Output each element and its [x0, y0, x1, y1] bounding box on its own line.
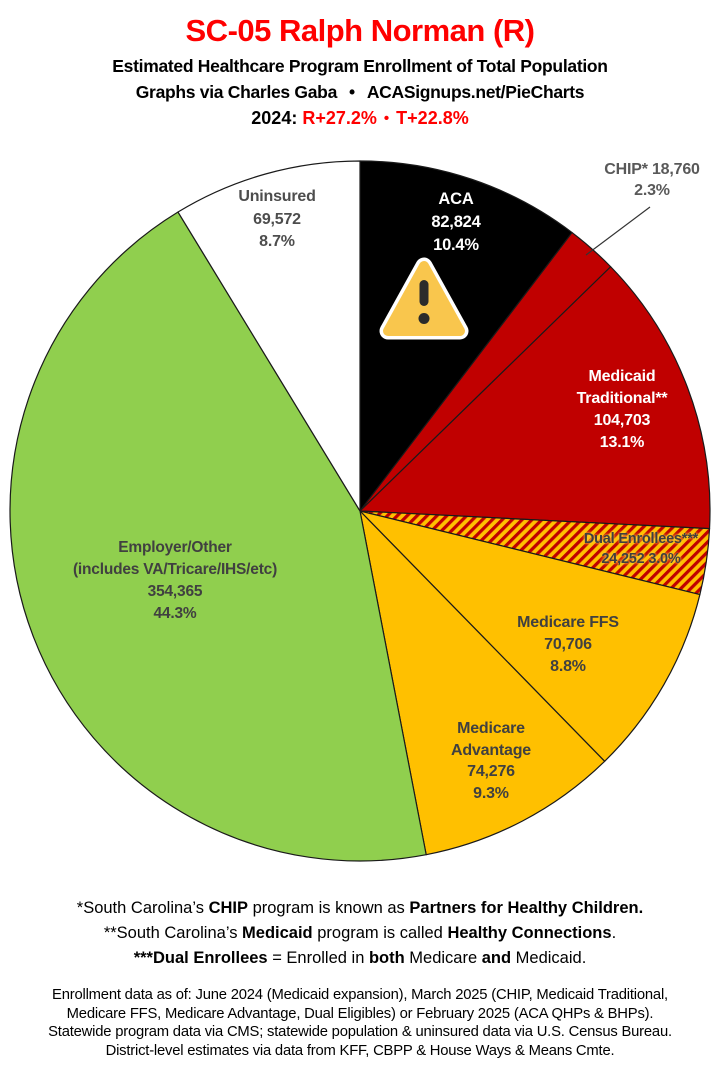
footnote-segment: both — [368, 949, 405, 967]
pie-slices — [9, 160, 711, 862]
slice-label-line: 82,824 — [431, 213, 481, 231]
year-label: 2024: — [251, 108, 298, 128]
t-margin: T+22.8% — [396, 108, 469, 128]
leader-line-chip — [585, 206, 651, 256]
slice-label-employer-other: Employer/Other (includes VA/Tricare/IHS/e… — [73, 537, 277, 625]
slice-label-line: 44.3% — [153, 605, 197, 622]
footnote-segment: ***Dual Enrollees — [133, 949, 268, 967]
slice-label-line: 74,276 — [467, 763, 515, 780]
slice-label-line: 2.3% — [634, 182, 670, 199]
partisan-lean-line: 2024: R+27.2% • T+22.8% — [0, 108, 720, 129]
slice-label-line: 9.3% — [473, 784, 509, 802]
chart-subtitle: Estimated Healthcare Program Enrollment … — [112, 56, 608, 76]
slice-label-line: 69,572 — [253, 210, 301, 228]
page-title: SC-05 Ralph Norman (R) — [185, 13, 535, 48]
slice-label-medicare-ffs: Medicare FFS 70,706 8.8% — [517, 612, 619, 678]
footnote-segment: = Enrolled in — [267, 949, 369, 967]
slice-label-line: 10.4% — [433, 236, 479, 254]
bullet-separator: • — [349, 82, 355, 102]
slice-label-line: Medicare — [457, 720, 525, 737]
slice-label-line: Dual Enrollees*** — [583, 531, 699, 547]
footnote-segment: and — [481, 949, 512, 967]
source-line: Enrollment data as of: June 2024 (Medica… — [52, 987, 668, 1003]
slice-label-uninsured: Uninsured 69,572 8.7% — [238, 186, 316, 254]
slice-label-line: Uninsured — [238, 188, 316, 205]
source-line: Medicare FFS, Medicare Advantage, Dual E… — [66, 1005, 654, 1022]
footnote-segment: CHIP — [208, 899, 248, 917]
slice-label-line: Advantage — [451, 741, 531, 759]
slice-label-line: ACA — [438, 190, 474, 208]
footnote-segment: Partners for Healthy Children. — [409, 899, 644, 917]
footnote-segment: Medicaid. — [511, 949, 587, 967]
footnote-segment: Medicare — [404, 949, 482, 967]
footnote-segment: program is called — [312, 924, 448, 942]
pie-slice-medicaid-traditional — [359, 266, 711, 530]
slice-label-line: CHIP* 18,760 — [604, 161, 700, 178]
footnote-segment: Medicaid — [242, 924, 313, 942]
footnote-segment: *South Carolina’s — [76, 899, 209, 917]
footnote-line: **South Carolina’s Medicaid program is c… — [0, 921, 720, 946]
footnote-segment: **South Carolina’s — [103, 924, 243, 942]
source-line: District-level estimates via data from K… — [105, 1042, 615, 1059]
chart-header: SC-05 Ralph Norman (R) Estimated Healthc… — [0, 0, 720, 129]
slice-label-line: 24,252 3.0% — [601, 551, 681, 567]
footnote-line: ***Dual Enrollees = Enrolled in both Med… — [0, 946, 720, 971]
credit-site: ACASignups.net/PieCharts — [366, 82, 585, 102]
warning-triangle-icon — [379, 257, 469, 340]
slice-label-line: 104,703 — [593, 412, 651, 429]
slice-label-aca: ACA 82,824 10.4% — [431, 188, 480, 257]
source-line: Statewide program data via CMS; statewid… — [48, 1024, 672, 1041]
bullet-separator: • — [383, 110, 390, 127]
slice-label-line: 13.1% — [599, 434, 645, 451]
pie-slice-employer-other — [9, 211, 427, 862]
slice-label-chip: CHIP* 18,760 2.3% — [604, 159, 700, 201]
slice-label-line: 8.8% — [550, 658, 586, 675]
pie-slice-medicare-advantage — [359, 510, 606, 856]
source-block: Enrollment data as of: June 2024 (Medica… — [0, 986, 720, 1060]
slice-label-medicaid-traditional: Medicaid Traditional** 104,703 13.1% — [577, 366, 668, 454]
pie-slice-medicare-ffs — [359, 510, 701, 762]
footnotes-block: *South Carolina’s CHIP program is known … — [0, 896, 720, 971]
footnote-line: *South Carolina’s CHIP program is known … — [0, 896, 720, 921]
slice-label-line: Medicaid — [588, 368, 656, 385]
slice-label-dual-enrollees: Dual Enrollees*** 24,252 3.0% — [584, 529, 698, 569]
credit-line: Graphs via Charles Gaba • ACASignups.net/P… — [0, 82, 720, 103]
pie-slice-uninsured — [177, 160, 361, 512]
label-leader-lines — [585, 206, 651, 256]
footnote-segment: . — [611, 924, 617, 942]
r-margin: R+27.2% — [302, 108, 377, 128]
slice-label-medicare-advantage: Medicare Advantage 74,276 9.3% — [451, 718, 531, 804]
slice-label-line: (includes VA/Tricare/IHS/etc) — [72, 561, 278, 578]
slice-label-line: 354,365 — [147, 583, 203, 600]
footnote-segment: program is known as — [247, 899, 410, 917]
slice-label-line: Employer/Other — [118, 539, 232, 556]
credit-author: Graphs via Charles Gaba — [135, 82, 338, 102]
slice-label-line: 70,706 — [544, 636, 592, 653]
slice-label-line: 8.7% — [259, 233, 295, 250]
footnote-segment: Healthy Connections — [447, 924, 612, 942]
slice-label-line: Traditional** — [576, 390, 668, 407]
slice-label-line: Medicare FFS — [517, 614, 619, 631]
